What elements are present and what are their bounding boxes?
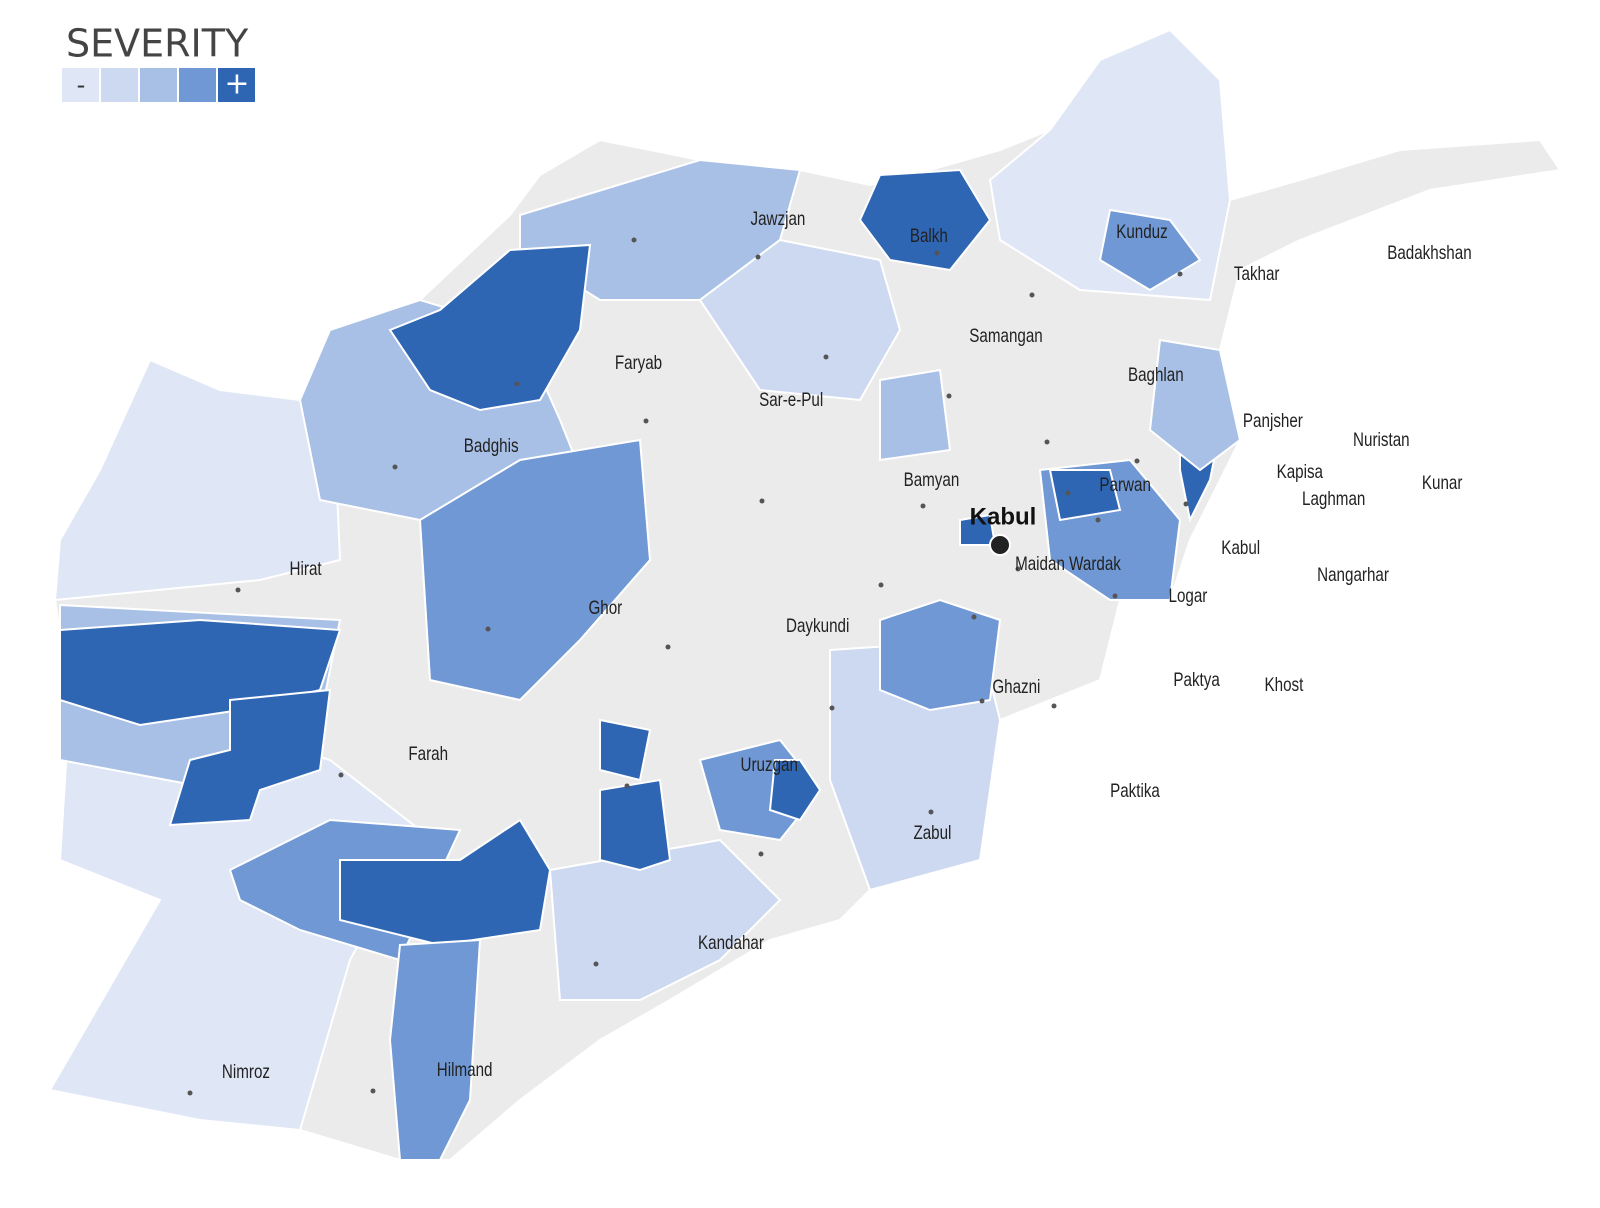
province-marker — [946, 393, 952, 399]
province-marker — [485, 626, 491, 632]
province-marker — [971, 614, 977, 620]
province-marker — [758, 851, 764, 857]
legend-swatch — [101, 68, 138, 102]
province-label: Hilmand — [437, 1058, 493, 1080]
province-label: Uruzgan — [741, 753, 798, 775]
labels: Jawzjan Balkh Kunduz Takhar Badakhshan Samang… — [187, 207, 1472, 1096]
province-label: Badghis — [464, 434, 519, 456]
province-marker — [755, 254, 761, 260]
province-marker — [1112, 593, 1118, 599]
province-marker — [1051, 703, 1057, 709]
region — [548, 838, 782, 1001]
province-label: Jawzjan — [751, 207, 806, 229]
province-marker — [1177, 271, 1183, 277]
region — [879, 368, 952, 462]
province-marker — [823, 354, 829, 360]
province-label: Sar-e-Pul — [759, 388, 823, 410]
province-marker — [1183, 501, 1189, 507]
province-label: Nimroz — [222, 1060, 270, 1082]
province-marker — [878, 582, 884, 588]
province-label: Kapisa — [1277, 460, 1324, 482]
province-marker — [514, 381, 520, 387]
region — [768, 759, 822, 822]
legend-high-label: + — [224, 67, 249, 102]
province-label: Kunduz — [1116, 220, 1168, 242]
province-marker — [593, 961, 599, 967]
legend-title: SEVERITY — [66, 22, 249, 66]
province-label: Parwan — [1099, 473, 1150, 495]
legend-swatch — [179, 68, 216, 102]
province-marker — [759, 498, 765, 504]
region — [1098, 208, 1202, 292]
region — [53, 329, 342, 602]
province-label: Laghman — [1302, 487, 1365, 509]
capital-label: Kabul — [970, 503, 1037, 530]
province-marker — [338, 772, 344, 778]
region — [599, 778, 672, 872]
province-marker — [624, 783, 630, 789]
province-label: Panjsher — [1243, 409, 1303, 431]
province-marker — [643, 418, 649, 424]
province-marker — [1134, 458, 1140, 464]
region — [339, 818, 552, 947]
province-label: Daykundi — [786, 614, 849, 636]
region — [168, 688, 332, 827]
province-marker — [370, 1088, 376, 1094]
region — [388, 243, 592, 412]
province-marker — [235, 587, 241, 593]
province-marker — [920, 503, 926, 509]
province-marker — [1065, 490, 1071, 496]
province-label: Samangan — [969, 324, 1042, 346]
province-label: Farah — [408, 742, 448, 764]
region — [1148, 338, 1242, 472]
province-label: Kandahar — [698, 931, 764, 953]
province-label: Hirat — [290, 557, 322, 579]
region — [698, 238, 902, 402]
province-label: Badakhshan — [1387, 241, 1471, 263]
legend-swatch — [62, 68, 99, 102]
province-label: Baghlan — [1128, 363, 1184, 385]
legend-low-label: - — [77, 71, 86, 99]
region — [418, 438, 652, 702]
province-label: Bamyan — [904, 468, 960, 490]
region — [388, 938, 482, 1161]
capital-marker — [989, 534, 1011, 556]
province-label: Nuristan — [1353, 428, 1410, 450]
province-marker — [934, 250, 940, 256]
province-marker — [979, 698, 985, 704]
province-label: Logar — [1169, 584, 1208, 606]
legend: SEVERITY - + — [62, 22, 255, 102]
province-marker — [665, 644, 671, 650]
region — [858, 168, 992, 272]
province-label: Paktika — [1110, 779, 1160, 801]
province-label: Ghazni — [992, 675, 1040, 697]
province-marker — [187, 1090, 193, 1096]
province-label: Faryab — [615, 351, 662, 373]
province-label: Khost — [1265, 673, 1304, 695]
province-marker — [1095, 517, 1101, 523]
province-label: Paktya — [1173, 668, 1220, 690]
province-marker — [829, 705, 835, 711]
province-label: Nangarhar — [1317, 563, 1389, 585]
province-label: Kunar — [1422, 471, 1463, 493]
legend-swatch — [218, 68, 255, 102]
province-marker — [1044, 439, 1050, 445]
province-marker — [1015, 566, 1021, 572]
province-marker — [392, 464, 398, 470]
province-label: Takhar — [1234, 262, 1280, 284]
province-label: Kabul — [1221, 536, 1260, 558]
province-marker — [928, 809, 934, 815]
regions — [48, 28, 1562, 1161]
province-marker — [1029, 292, 1035, 298]
region — [879, 598, 1002, 712]
province-label: Zabul — [913, 821, 951, 843]
province-marker — [631, 237, 637, 243]
region — [1048, 469, 1122, 522]
province-label: Maidan Wardak — [1015, 552, 1121, 574]
province-label: Ghor — [588, 596, 622, 618]
region — [599, 718, 652, 782]
legend-swatch — [140, 68, 177, 102]
province-label: Balkh — [910, 224, 948, 246]
